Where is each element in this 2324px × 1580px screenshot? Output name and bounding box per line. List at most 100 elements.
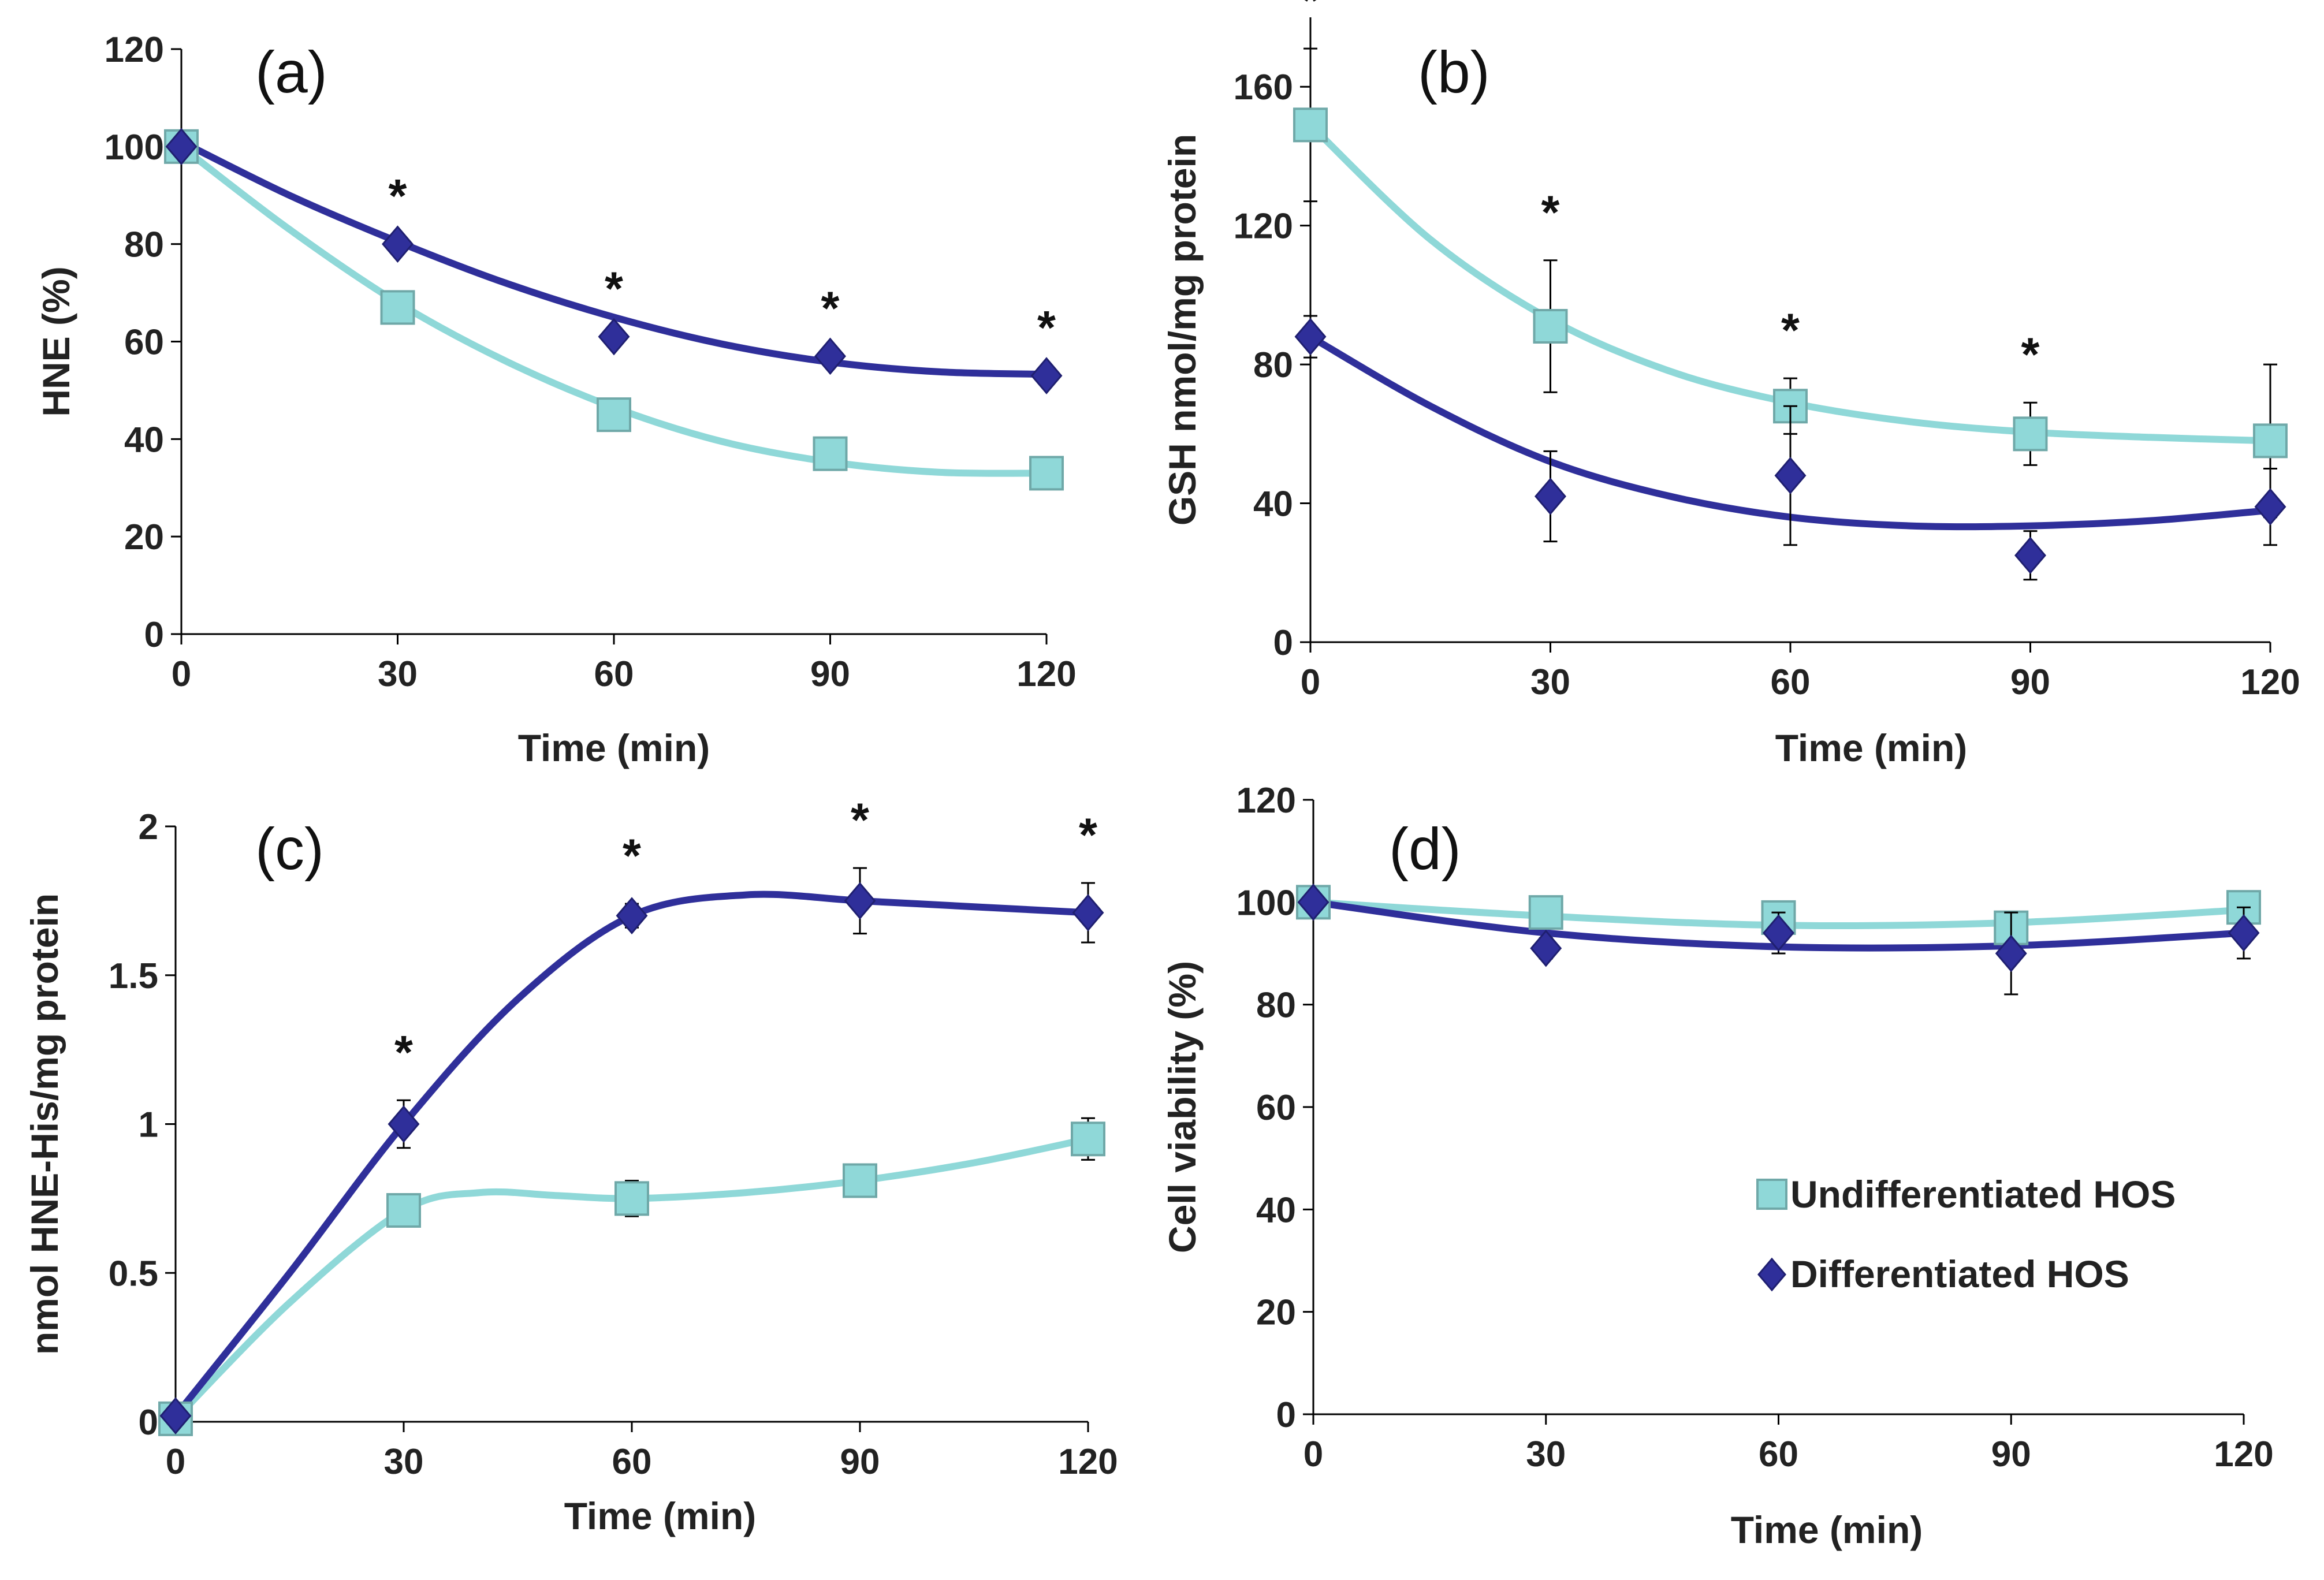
data-point-differentiated — [388, 1105, 420, 1143]
data-point-undifferentiated — [1293, 107, 1328, 143]
data-point-differentiated — [598, 318, 630, 356]
data-point-differentiated — [844, 882, 876, 920]
data-point-differentiated — [1530, 929, 1562, 967]
data-point-undifferentiated — [2253, 423, 2288, 459]
data-point-undifferentiated — [380, 290, 415, 325]
data-point-undifferentiated — [1533, 308, 1568, 344]
y-tick-label: 0 — [139, 1403, 158, 1443]
x-tick-label: 60 — [1759, 1434, 1798, 1474]
data-point-undifferentiated — [813, 436, 848, 471]
data-point-differentiated — [165, 128, 198, 166]
x-tick-label: 30 — [1530, 662, 1570, 702]
data-point-undifferentiated — [386, 1193, 421, 1228]
data-point-differentiated — [814, 337, 846, 375]
significance-asterisk: * — [605, 263, 623, 315]
significance-asterisk: * — [1301, 0, 1320, 27]
y-tick-label: 60 — [124, 323, 164, 363]
x-tick-label: 0 — [1301, 662, 1320, 702]
significance-asterisk: * — [851, 794, 869, 847]
y-tick-label: 80 — [1253, 345, 1293, 385]
y-axis-title: HNE (%) — [35, 266, 77, 416]
y-tick-label: 0 — [1273, 623, 1293, 663]
data-point-differentiated — [382, 225, 414, 263]
legend-marker-undifferentiated — [1756, 1179, 1787, 1210]
data-point-differentiated — [1535, 478, 1566, 515]
trend-line-differentiated — [178, 138, 1050, 378]
data-point-differentiated — [1763, 914, 1794, 952]
y-tick-label: 160 — [1234, 68, 1293, 107]
significance-asterisk: * — [2021, 329, 2040, 381]
legend-label-undifferentiated: Undifferentiated HOS — [1790, 1173, 2176, 1216]
panel-c-hne-his-chart: 0 0.5 1 1.5 2 0 30 60 90 120 Time (min) nmol HNE-Hi… — [23, 794, 1118, 1537]
data-point-undifferentiated — [1029, 456, 1064, 491]
y-tick-label: 1.5 — [109, 956, 158, 996]
y-tick-label: 0.5 — [109, 1254, 158, 1294]
panel-b-gsh-chart: 0 40 80 120 160 0 30 60 90 120 Time (min) GSH nmol/… — [1161, 0, 2300, 769]
y-tick-label: 80 — [1256, 986, 1296, 1026]
trend-line-differentiated — [172, 890, 1092, 1419]
y-tick-label: 100 — [1237, 883, 1296, 923]
x-axis-title: Time (min) — [1775, 726, 1967, 769]
y-tick-label: 40 — [1253, 485, 1293, 524]
data-point-undifferentiated — [1071, 1121, 1105, 1157]
y-axis-title: nmol HNE-His/mg protein — [23, 893, 66, 1355]
y-axis-title: GSH nmol/mg protein — [1161, 134, 1204, 526]
data-point-differentiated — [1995, 934, 2027, 972]
x-tick-label: 0 — [166, 1442, 185, 1482]
x-tick-label: 30 — [1526, 1434, 1566, 1474]
data-point-undifferentiated — [843, 1163, 877, 1198]
data-point-undifferentiated — [1528, 895, 1563, 930]
panel-label: (b) — [1418, 39, 1490, 105]
data-point-differentiated — [1072, 894, 1104, 931]
y-tick-label: 0 — [144, 615, 164, 655]
data-point-differentiated — [159, 1397, 192, 1435]
panel-label: (a) — [255, 39, 327, 105]
x-tick-label: 30 — [378, 654, 418, 694]
data-point-differentiated — [2228, 914, 2260, 952]
x-tick-label: 0 — [172, 654, 191, 694]
x-tick-label: 30 — [384, 1442, 424, 1482]
y-axis-title: Cell viability (%) — [1161, 961, 1204, 1253]
x-tick-label: 60 — [1771, 662, 1811, 702]
data-point-differentiated — [1774, 457, 1807, 494]
significance-asterisk: * — [623, 830, 641, 882]
data-point-undifferentiated — [614, 1181, 649, 1216]
data-point-differentiated — [1294, 318, 1327, 356]
y-tick-label: 40 — [1256, 1190, 1296, 1230]
x-tick-label: 120 — [1016, 654, 1076, 694]
panel-a-hne-chart: 0 20 40 60 80 100 120 0 30 60 90 120 Time (min) HNE (… — [35, 30, 1077, 769]
legend-marker-differentiated — [1757, 1257, 1786, 1292]
panel-d-viability-chart: 0 20 40 60 80 100 120 0 30 60 90 120 Time (min) Cell … — [1161, 781, 2274, 1551]
significance-asterisk: * — [394, 1026, 413, 1079]
y-tick-label: 60 — [1256, 1088, 1296, 1128]
data-point-undifferentiated — [2013, 416, 2048, 452]
legend-label-differentiated: Differentiated HOS — [1790, 1253, 2129, 1295]
trend-line-undifferentiated — [172, 1135, 1092, 1422]
y-tick-label: 1 — [139, 1105, 158, 1145]
significance-asterisk: * — [1079, 809, 1097, 862]
y-tick-label: 20 — [124, 517, 164, 557]
panel-label: (d) — [1389, 816, 1461, 882]
legend: Undifferentiated HOS Differentiated HOS — [1756, 1173, 2176, 1295]
significance-asterisk: * — [821, 282, 840, 335]
x-tick-label: 120 — [1058, 1442, 1118, 1482]
y-tick-label: 20 — [1256, 1293, 1296, 1333]
data-point-differentiated — [2014, 536, 2046, 575]
significance-asterisk: * — [1541, 187, 1560, 239]
data-point-differentiated — [2254, 488, 2286, 526]
significance-asterisk: * — [1781, 304, 1800, 357]
x-axis-title: Time (min) — [1731, 1508, 1923, 1551]
y-tick-label: 0 — [1276, 1395, 1296, 1435]
x-tick-label: 120 — [2240, 662, 2300, 702]
x-axis-title: Time (min) — [564, 1495, 756, 1537]
x-tick-label: 0 — [1303, 1434, 1323, 1474]
y-tick-label: 40 — [124, 420, 164, 460]
data-point-differentiated — [1297, 884, 1329, 921]
x-tick-label: 60 — [612, 1442, 652, 1482]
x-axis-title: Time (min) — [518, 726, 710, 769]
significance-asterisk: * — [1037, 302, 1056, 355]
x-tick-label: 120 — [2214, 1434, 2273, 1474]
x-tick-label: 60 — [594, 654, 634, 694]
x-tick-label: 90 — [810, 654, 850, 694]
